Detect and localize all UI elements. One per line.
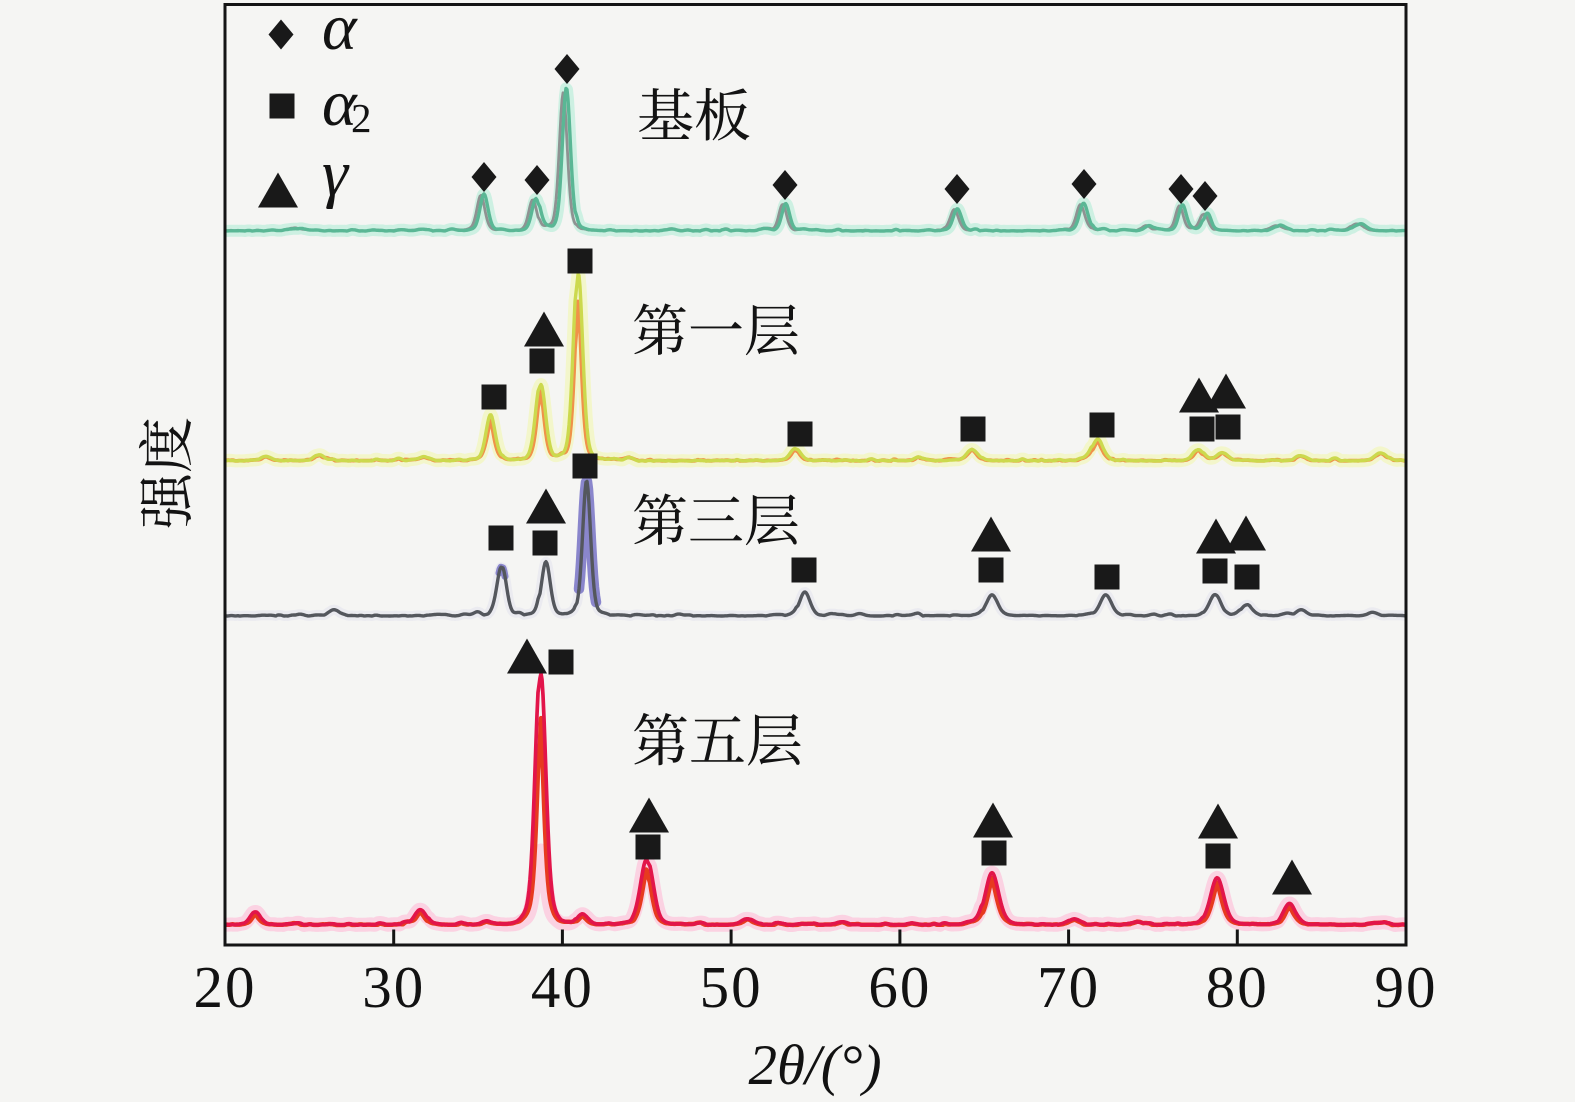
svg-text:2: 2 bbox=[351, 95, 372, 141]
svg-text:α: α bbox=[322, 67, 358, 140]
svg-text:2θ/(°): 2θ/(°) bbox=[748, 1034, 881, 1097]
svg-text:γ: γ bbox=[322, 137, 350, 210]
svg-text:40: 40 bbox=[531, 954, 594, 1020]
svg-text:80: 80 bbox=[1206, 954, 1269, 1020]
svg-text:50: 50 bbox=[700, 954, 763, 1020]
svg-text:α: α bbox=[322, 0, 358, 64]
svg-text:70: 70 bbox=[1037, 954, 1100, 1020]
svg-text:90: 90 bbox=[1375, 954, 1438, 1020]
svg-text:60: 60 bbox=[868, 954, 931, 1020]
svg-text:30: 30 bbox=[362, 954, 425, 1020]
svg-text:20: 20 bbox=[194, 954, 257, 1020]
